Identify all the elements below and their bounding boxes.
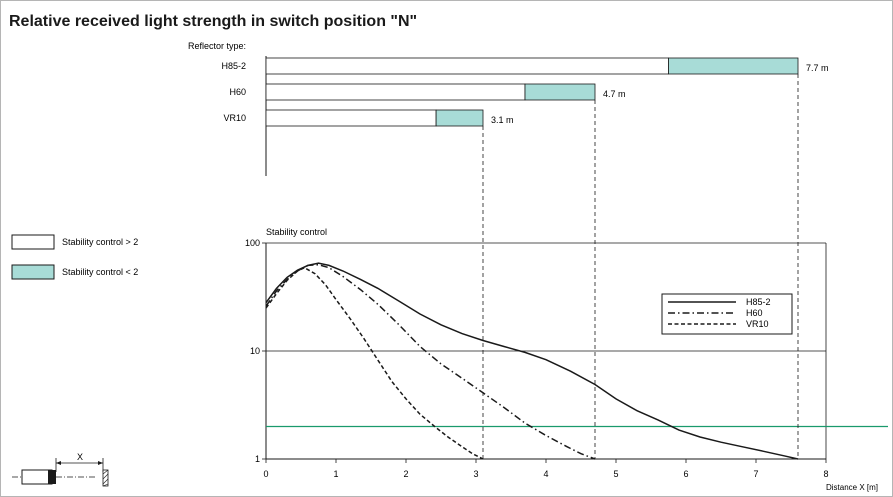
chart-grid xyxy=(265,242,888,460)
x-tick-label: 6 xyxy=(683,469,688,479)
key-swatch-above xyxy=(11,234,55,250)
legend-label: VR10 xyxy=(746,319,769,329)
chart-series xyxy=(265,262,799,460)
distance-label: X xyxy=(77,452,83,462)
x-axis-title: Distance X [m] xyxy=(826,483,878,492)
reflector-symbol xyxy=(102,469,109,487)
sensor-diagram: X xyxy=(12,452,109,487)
x-tick-label: 3 xyxy=(473,469,478,479)
reflector-bar-unstable xyxy=(668,57,799,75)
reflector-name: VR10 xyxy=(223,113,246,123)
x-tick-label: 2 xyxy=(403,469,408,479)
y-tick-label: 1 xyxy=(255,454,260,464)
y-tick-label: 100 xyxy=(245,238,260,248)
reflector-name: H85-2 xyxy=(221,61,246,71)
reflector-heading: Reflector type: xyxy=(188,41,246,51)
series-line-vr10 xyxy=(265,266,484,460)
reflector-range-label: 3.1 m xyxy=(491,115,514,125)
reflector-bar-stable xyxy=(265,109,437,127)
y-tick-label: 10 xyxy=(250,346,260,356)
series-line-h85-2 xyxy=(265,262,799,460)
key-swatch-below xyxy=(11,264,55,280)
range-markers xyxy=(482,74,799,459)
reflector-range-label: 7.7 m xyxy=(806,63,829,73)
series-line-h60 xyxy=(265,263,596,460)
x-tick-label: 4 xyxy=(543,469,548,479)
legend-box xyxy=(661,293,793,335)
sensor-lens xyxy=(48,470,56,484)
x-tick-label: 7 xyxy=(753,469,758,479)
reflector-bars: H85-2 7.7 m H60 4.7 m VR10 3.1 m xyxy=(221,57,829,127)
key-label-below: Stability control < 2 xyxy=(62,267,138,277)
x-tick-label: 5 xyxy=(613,469,618,479)
page-title: Relative received light strength in swit… xyxy=(9,13,418,30)
x-tick-label: 8 xyxy=(823,469,828,479)
reflector-bar-unstable xyxy=(524,83,596,101)
y-axis-title: Stability control xyxy=(266,227,327,237)
legend-label: H60 xyxy=(746,308,763,318)
reflector-bar-unstable xyxy=(435,109,484,127)
reflector-name: H60 xyxy=(229,87,246,97)
key-label-above: Stability control > 2 xyxy=(62,237,138,247)
reflector-hatch xyxy=(102,469,109,487)
reflector-bar-stable xyxy=(265,57,669,75)
reflector-bar-stable xyxy=(265,83,526,101)
x-tick-label: 0 xyxy=(263,469,268,479)
reflector-range-label: 4.7 m xyxy=(603,89,626,99)
legend-label: H85-2 xyxy=(746,297,771,307)
sensor-housing xyxy=(21,469,53,485)
x-tick-label: 1 xyxy=(333,469,338,479)
